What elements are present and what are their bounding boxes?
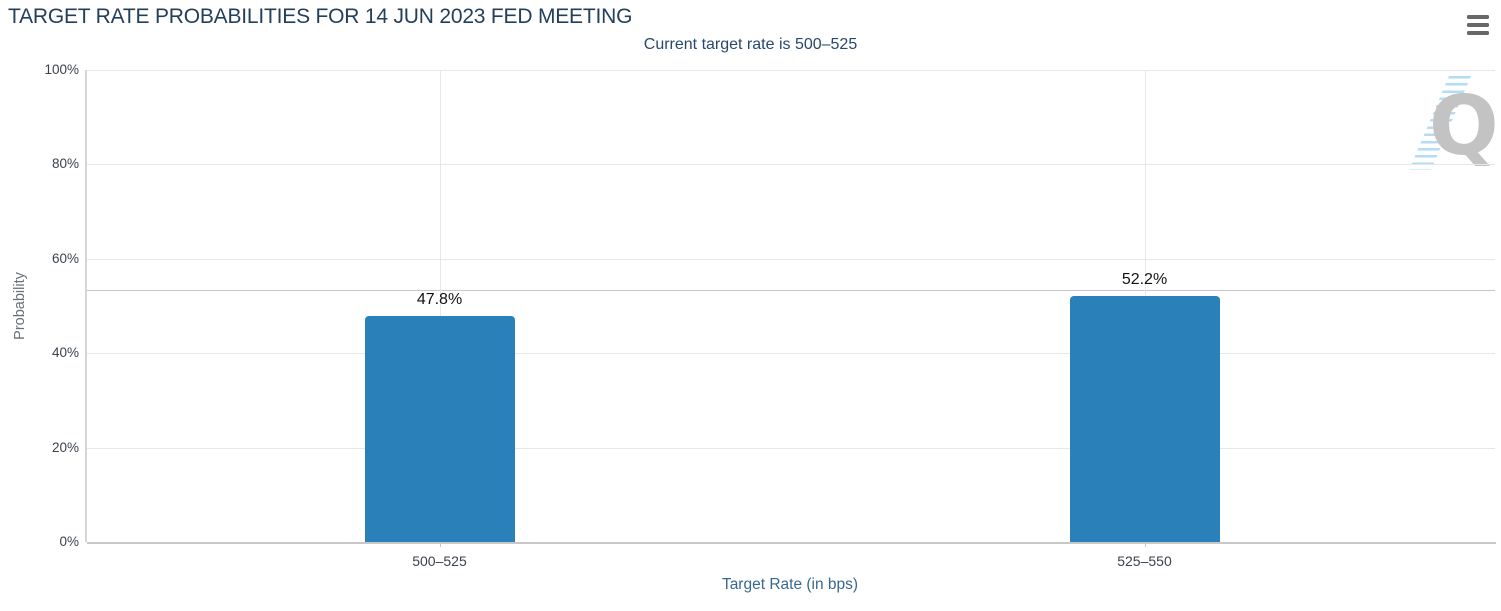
bar-525–550[interactable]	[1069, 295, 1220, 542]
hamburger-bar	[1467, 31, 1489, 35]
x-axis-line	[87, 542, 1496, 544]
y-gridline-20	[87, 447, 1495, 449]
bar-500–525[interactable]	[364, 316, 515, 542]
y-gridline-60	[87, 258, 1495, 260]
chart-title: TARGET RATE PROBABILITIES FOR 14 JUN 202…	[8, 5, 633, 28]
y-gridline-80	[87, 164, 1495, 166]
x-tick-mark	[439, 542, 441, 547]
x-category-label: 525–550	[1117, 553, 1172, 569]
y-tick-label: 80%	[51, 156, 79, 172]
x-axis-title: Target Rate (in bps)	[721, 576, 859, 593]
y-gridline-40	[87, 353, 1495, 355]
y-tick-label: 20%	[51, 439, 79, 455]
plot-area: 0% 20% 40% 60% 80% 100% 47.8% 500–525 52.2% 525–5…	[44, 62, 1496, 569]
x-tick-mark	[1144, 542, 1146, 547]
x-category-label: 500–525	[412, 553, 467, 569]
reference-line	[87, 290, 1495, 292]
bar-value-label: 47.8%	[416, 291, 463, 309]
y-tick-label: 60%	[51, 250, 79, 266]
chart-subtitle: Current target rate is 500–525	[643, 36, 858, 53]
y-axis-title: Probability	[12, 272, 28, 340]
hamburger-menu-icon[interactable]	[1467, 15, 1489, 35]
watermark-q-logo: Q	[1429, 79, 1499, 174]
y-tick-label: 100%	[44, 62, 79, 77]
hamburger-bar	[1467, 15, 1489, 19]
hamburger-bar	[1467, 23, 1489, 27]
y-gridline-100	[87, 70, 1495, 71]
y-tick-label: 40%	[51, 345, 79, 361]
bar-value-label: 52.2%	[1121, 270, 1168, 288]
category-gridline	[439, 70, 441, 542]
y-tick-label: 0%	[59, 534, 79, 549]
